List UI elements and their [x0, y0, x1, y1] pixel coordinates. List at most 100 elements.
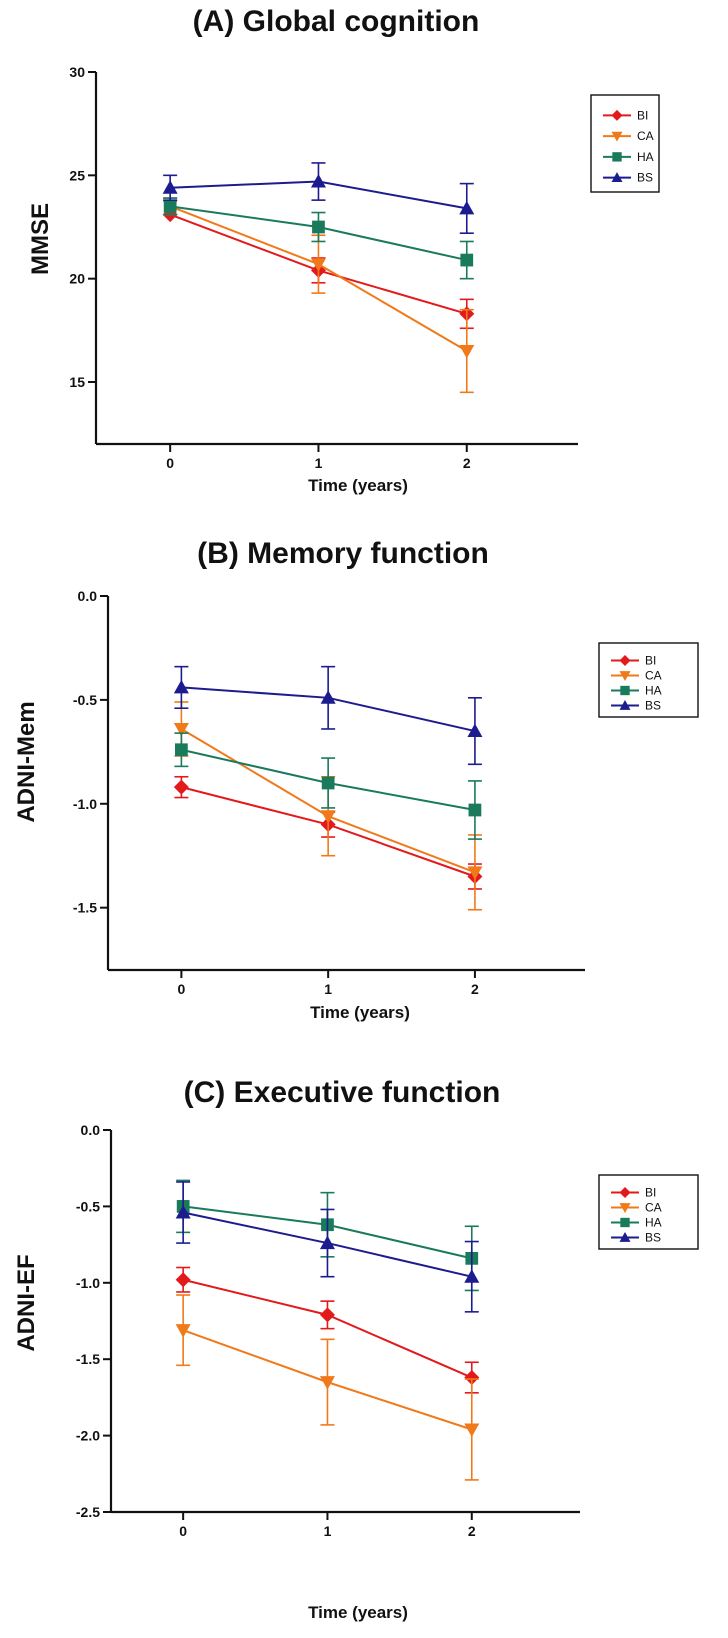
data-point-ca: [173, 722, 189, 737]
legend-marker-ca: [619, 1203, 631, 1213]
y-tick-label: 0.0: [81, 1122, 101, 1138]
legend-box: [590, 94, 660, 193]
y-tick-label: -1.5: [73, 900, 97, 916]
data-point-bi: [464, 1370, 480, 1386]
plot-area: 15 20 25 30 0 1 2: [69, 64, 578, 471]
legend: BI CA HA BS: [590, 94, 660, 193]
data-point-bs: [162, 180, 178, 194]
data-point-ca: [467, 866, 483, 880]
data-point-bs: [173, 679, 189, 694]
y-tick-label: -1.5: [76, 1351, 100, 1367]
data-point-ha: [312, 220, 325, 234]
panel-global-cognition: (A) Global cognition MMSE Time (years) 1…: [27, 5, 660, 495]
y-tick-label: 20: [69, 271, 85, 287]
legend-marker-ha: [620, 685, 630, 696]
panel-executive-function: (C) Executive function ADNI-EF Time (yea…: [13, 1076, 699, 1622]
legend-marker-ha: [612, 152, 622, 162]
legend-marker-bi: [619, 655, 631, 666]
panel-title: (A) Global cognition: [193, 5, 480, 38]
data-point-bi: [175, 1272, 191, 1288]
y-tick-label: -2.0: [76, 1428, 100, 1444]
panel-title: (C) Executive function: [184, 1076, 501, 1109]
data-point-bs: [320, 690, 336, 704]
legend-marker-ca: [619, 671, 631, 681]
legend-label-bi: BI: [645, 654, 656, 668]
data-point-ha: [175, 743, 188, 757]
legend-marker-ca: [611, 131, 623, 142]
x-axis-title: Time (years): [308, 1603, 408, 1622]
data-point-ha: [460, 253, 474, 267]
y-axis-title: ADNI-Mem: [13, 701, 40, 822]
y-tick-label: -1.0: [73, 796, 97, 812]
series-ca: [175, 1294, 480, 1481]
y-tick-label: -2.5: [76, 1504, 100, 1520]
x-tick-label: 2: [463, 455, 471, 471]
data-point-ca: [459, 345, 475, 359]
data-point-bs: [175, 1205, 191, 1219]
x-tick-label: 2: [468, 1523, 476, 1539]
y-tick-label: 0.0: [78, 588, 98, 604]
legend-label-bs: BS: [645, 1231, 661, 1245]
data-point-ca: [175, 1324, 191, 1338]
series-bs: [175, 1181, 480, 1313]
x-tick-label: 1: [324, 1523, 332, 1539]
data-point-bi: [319, 1307, 335, 1323]
x-tick-label: 1: [315, 455, 323, 471]
x-axis-title: Time (years): [308, 476, 408, 495]
panel-title: (B) Memory function: [197, 537, 489, 570]
y-tick-label: 25: [69, 167, 85, 183]
y-tick-label: 15: [69, 374, 85, 390]
data-point-ha: [163, 199, 177, 213]
legend-marker-bs: [619, 700, 631, 710]
legend-marker-bi: [611, 109, 623, 121]
data-point-ha: [321, 776, 335, 790]
x-axis-title: Time (years): [310, 1003, 410, 1022]
legend-label-bi: BI: [637, 108, 648, 122]
legend-marker-bi: [619, 1187, 631, 1198]
legend-marker-bs: [619, 1232, 631, 1242]
data-point-bs: [467, 723, 483, 738]
legend-marker-ha: [620, 1217, 630, 1228]
legend-label-ca: CA: [645, 1201, 662, 1215]
y-axis-title: MMSE: [27, 203, 54, 275]
data-point-ha: [468, 803, 482, 817]
series-bi: [175, 1266, 480, 1394]
legend-label-ha: HA: [645, 1216, 662, 1230]
series-bs: [173, 665, 483, 766]
y-tick-label: -0.5: [73, 692, 97, 708]
data-point-ca: [320, 810, 336, 824]
y-tick-label: -1.0: [76, 1275, 100, 1291]
data-point-bs: [464, 1269, 480, 1283]
legend-label-ha: HA: [645, 684, 662, 698]
legend-label-bs: BS: [637, 171, 653, 185]
x-tick-label: 2: [471, 981, 479, 997]
data-point-bi: [173, 779, 189, 795]
legend-label-ha: HA: [637, 150, 654, 164]
data-point-ca: [319, 1376, 335, 1390]
y-tick-label: 30: [69, 64, 85, 80]
legend-label-bs: BS: [645, 699, 661, 713]
data-point-bs: [319, 1235, 335, 1250]
x-tick-label: 0: [177, 981, 185, 997]
legend-label-ca: CA: [637, 129, 654, 143]
x-tick-label: 1: [324, 981, 332, 997]
series-ha: [174, 732, 482, 840]
x-tick-label: 0: [166, 455, 174, 471]
legend-label-ca: CA: [645, 669, 662, 683]
plot-area: -2.5 -2.0 -1.5 -1.0 -0.5 0.0 0 1 2: [76, 1122, 580, 1539]
data-point-ca: [310, 258, 326, 272]
data-point-bs: [310, 174, 326, 188]
series-ha: [163, 197, 474, 280]
y-tick-label: -0.5: [76, 1198, 100, 1214]
x-tick-label: 0: [179, 1523, 187, 1539]
y-axis-title: ADNI-EF: [13, 1254, 40, 1351]
series-bs: [162, 162, 475, 234]
legend-marker-bs: [611, 172, 623, 183]
data-point-bs: [459, 200, 475, 215]
plot-area: -1.5 -1.0 -0.5 0.0 0 1 2: [73, 588, 585, 997]
data-point-ca: [464, 1423, 480, 1437]
panel-memory-function: (B) Memory function ADNI-Mem Time (years…: [13, 537, 699, 1022]
